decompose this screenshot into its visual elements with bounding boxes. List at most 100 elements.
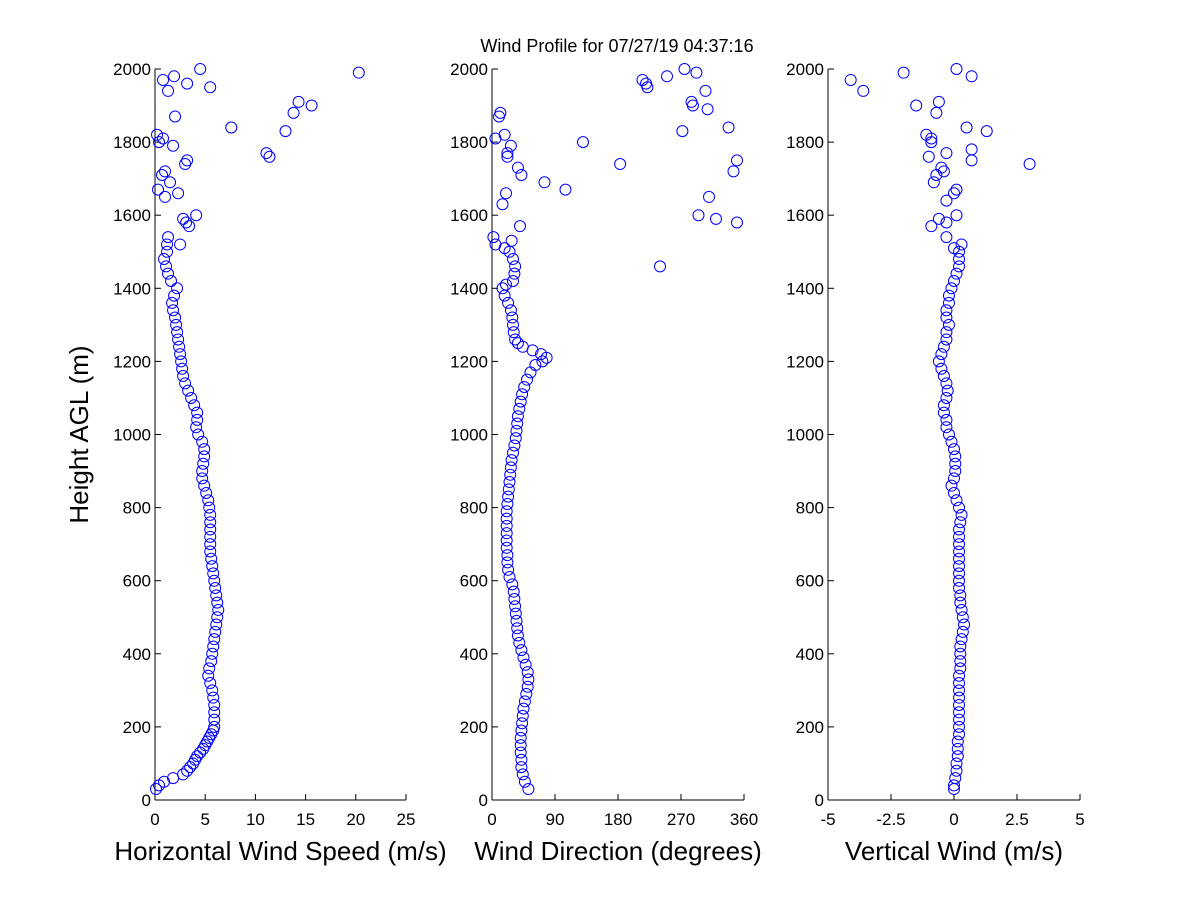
speed-data-point: [204, 508, 217, 521]
direction-data-point: [489, 238, 502, 251]
speed-data-point: [159, 190, 172, 203]
direction-data-point: [507, 446, 519, 459]
speed-data-point: [211, 596, 224, 609]
speed-data-point: [207, 691, 220, 704]
vertical-data-point: [954, 655, 967, 668]
speed-data-point: [211, 611, 224, 624]
vertical-data-point: [948, 187, 960, 200]
vertical-data-point: [953, 260, 966, 273]
vertical-data-point: [1023, 158, 1036, 171]
speed-data-point: [158, 253, 171, 266]
vertical-data-point: [942, 296, 955, 309]
direction-data-point: [503, 245, 516, 258]
vertical-data-point: [932, 95, 945, 108]
speed-data-point: [179, 377, 192, 390]
vertical-y-tick-label: 200: [796, 718, 824, 737]
direction-data-point: [522, 673, 535, 686]
speed-data-point: [200, 486, 213, 499]
direction-data-point: [501, 150, 514, 163]
speed-data-point: [292, 95, 305, 108]
speed-y-tick-label: 1800: [113, 133, 151, 152]
direction-data-point: [577, 136, 589, 149]
speed-data-point: [190, 209, 203, 222]
vertical-x-tick-label: -5: [820, 810, 835, 829]
speed-data-point: [191, 750, 204, 763]
vertical-data-point: [857, 84, 870, 97]
direction-data-point: [505, 234, 518, 247]
speed-data-point: [171, 282, 184, 295]
direction-data-point: [508, 439, 521, 452]
direction-data-point: [515, 644, 528, 657]
speed-data-point: [225, 121, 238, 134]
vertical-data-point: [953, 552, 966, 565]
direction-x-tick-label: 90: [546, 810, 565, 829]
direction-y-tick-label: 600: [460, 572, 488, 591]
speed-data-point: [183, 220, 196, 233]
speed-data-point: [166, 296, 179, 309]
direction-data-point: [514, 395, 527, 408]
vertical-data-point: [953, 720, 966, 733]
vertical-data-point: [953, 501, 966, 514]
vertical-y-tick-label: 1600: [786, 206, 824, 225]
speed-data-point: [204, 523, 217, 536]
speed-x-axis-label: Horizontal Wind Speed (m/s): [114, 836, 446, 866]
vertical-data-point: [940, 231, 953, 244]
direction-y-tick-label: 1800: [450, 133, 488, 152]
direction-data-point: [511, 337, 524, 350]
direction-data-point: [502, 296, 515, 309]
speed-data-point: [208, 574, 221, 587]
vertical-x-tick-label: 5: [1075, 810, 1084, 829]
vertical-x-axis-label: Vertical Wind (m/s): [845, 836, 1063, 866]
speed-data-point: [188, 399, 201, 412]
direction-data-point: [514, 731, 527, 744]
speed-data-point: [197, 457, 210, 470]
direction-data-point: [504, 139, 517, 152]
direction-data-point: [521, 680, 534, 693]
direction-data-point: [500, 505, 513, 518]
direction-y-tick-label: 1000: [450, 426, 488, 445]
direction-data-point: [517, 651, 530, 664]
horizontal-wind-speed-panel: 0 200 400 600 800 1000 1200 1400 1600 1800 2000 0 5 1…: [64, 60, 447, 866]
vertical-data-point: [956, 625, 969, 638]
vertical-data-point: [940, 413, 953, 426]
vertical-data-point: [940, 194, 953, 207]
vertical-data-point: [951, 735, 964, 748]
speed-data-point: [192, 428, 205, 441]
speed-y-tick-label: 1600: [113, 206, 151, 225]
vertical-data-point: [950, 494, 963, 507]
direction-data-point: [496, 198, 509, 211]
direction-data-point: [501, 549, 514, 562]
speed-data-point: [165, 274, 178, 287]
direction-data-point: [514, 746, 527, 759]
speed-data-point: [196, 465, 209, 478]
vertical-data-point: [942, 318, 955, 331]
vertical-data-point: [949, 457, 962, 470]
speed-data-point: [207, 567, 220, 580]
speed-data-point: [212, 603, 225, 616]
speed-x-tick-label: 5: [200, 810, 209, 829]
direction-data-point: [506, 311, 519, 324]
speed-data-point: [177, 768, 190, 781]
direction-data-point: [686, 99, 699, 112]
speed-data-point: [160, 260, 173, 273]
direction-x-axis-label: Wind Direction (degrees): [474, 836, 762, 866]
vertical-data-point: [927, 176, 940, 189]
vertical-x-tick-label: 2.5: [1005, 810, 1029, 829]
speed-y-tick-label: 1000: [113, 426, 151, 445]
speed-data-point: [174, 348, 187, 361]
vertical-data-point: [953, 669, 966, 682]
speed-data-point: [279, 125, 292, 138]
vertical-data-point: [953, 713, 966, 726]
speed-data-point: [194, 746, 207, 759]
direction-y-tick-label: 400: [460, 645, 488, 664]
vertical-data-point: [950, 63, 963, 75]
speed-data-point: [206, 647, 219, 660]
vertical-data-point: [951, 750, 964, 763]
vertical-data-point: [932, 212, 945, 225]
speed-data-point: [161, 238, 174, 251]
direction-data-point: [507, 326, 520, 339]
vertical-data-point: [948, 486, 960, 499]
direction-data-point: [518, 775, 531, 788]
speed-data-point: [157, 73, 170, 86]
